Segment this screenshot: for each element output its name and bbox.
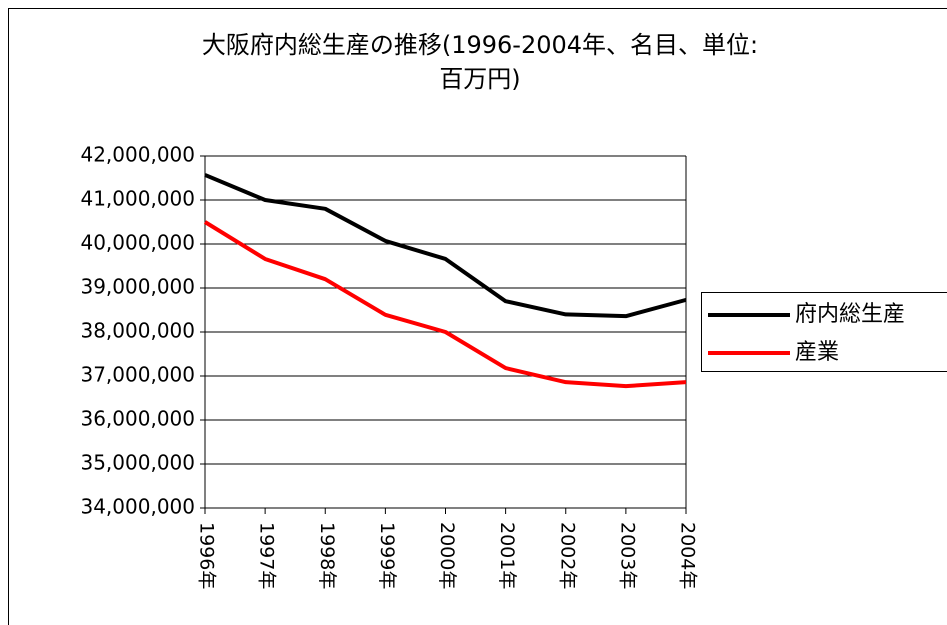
y-tick-label: 36,000,000: [80, 407, 195, 431]
y-tick-label: 34,000,000: [80, 495, 195, 519]
x-tick-label: 1998年: [316, 522, 338, 589]
series-line: [203, 220, 687, 389]
legend-label: 産業: [795, 340, 839, 365]
legend-box: [701, 292, 947, 372]
y-tick-label: 40,000,000: [80, 231, 195, 255]
x-tick-label: 1999年: [376, 522, 398, 589]
chart-title: 大阪府内総生産の推移(1996-2004年、名目、単位:百万円): [201, 31, 759, 93]
y-tick-label: 38,000,000: [80, 319, 195, 343]
series-line: [204, 173, 687, 319]
x-tick-label: 1996年: [196, 522, 218, 589]
legend-label: 府内総生産: [795, 302, 905, 327]
x-tick-label: 2004年: [677, 522, 699, 589]
y-tick-label: 39,000,000: [80, 275, 195, 299]
y-tick-label: 35,000,000: [80, 451, 195, 475]
x-tick-label: 1997年: [256, 522, 278, 589]
y-tick-label: 37,000,000: [80, 363, 195, 387]
x-tick-label: 2001年: [496, 522, 518, 589]
y-tick-label: 41,000,000: [80, 187, 195, 211]
x-tick-label: 2003年: [616, 522, 638, 589]
x-tick-label: 2000年: [436, 522, 458, 589]
x-tick-label: 2002年: [556, 522, 578, 589]
y-tick-label: 42,000,000: [80, 143, 195, 167]
chart-border: [8, 8, 947, 625]
